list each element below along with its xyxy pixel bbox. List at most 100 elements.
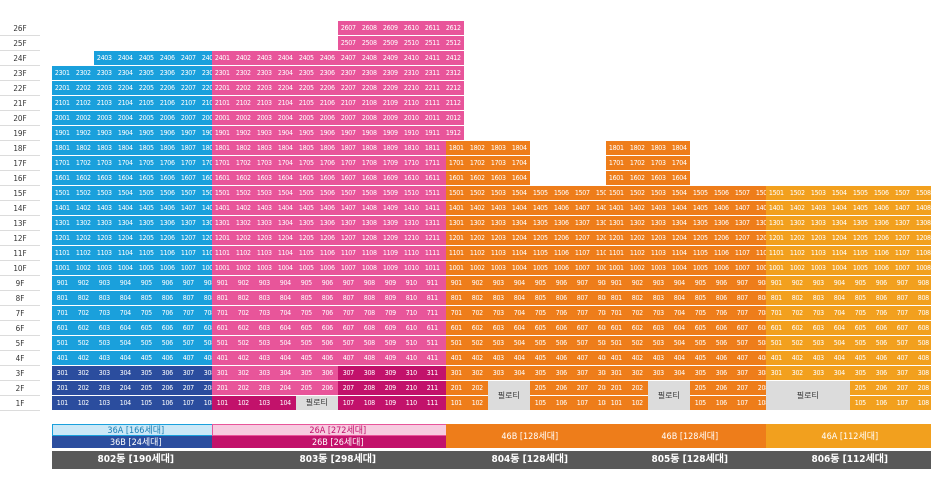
unit-cell[interactable]: 1103 [94, 246, 115, 260]
unit-cell[interactable]: 2204 [115, 81, 136, 95]
unit-cell[interactable]: 1306 [317, 216, 338, 230]
unit-cell[interactable]: 802 [233, 291, 254, 305]
unit-cell[interactable]: 806 [551, 291, 572, 305]
unit-cell[interactable]: 1201 [52, 231, 73, 245]
unit-cell[interactable]: 207 [338, 381, 359, 395]
unit-cell[interactable]: 2405 [136, 51, 157, 65]
unit-cell[interactable]: 1107 [178, 246, 199, 260]
unit-cell[interactable]: 1501 [766, 186, 787, 200]
unit-cell[interactable]: 1803 [94, 141, 115, 155]
unit-cell[interactable]: 1202 [627, 231, 648, 245]
unit-cell[interactable]: 1909 [380, 126, 401, 140]
unit-cell[interactable]: 1906 [157, 126, 178, 140]
unit-cell[interactable]: 1503 [808, 186, 829, 200]
unit-cell[interactable]: 1703 [254, 156, 275, 170]
unit-cell[interactable]: 710 [401, 306, 422, 320]
unit-cell[interactable]: 801 [606, 291, 627, 305]
unit-cell[interactable]: 805 [530, 291, 551, 305]
unit-cell[interactable]: 204 [115, 381, 136, 395]
unit-cell[interactable]: 101 [446, 396, 467, 410]
unit-cell[interactable]: 2409 [380, 51, 401, 65]
unit-cell[interactable]: 1910 [401, 126, 422, 140]
unit-cell[interactable]: 105 [690, 396, 711, 410]
unit-cell[interactable]: 907 [572, 276, 593, 290]
unit-cell[interactable]: 807 [572, 291, 593, 305]
unit-cell[interactable]: 307 [892, 366, 913, 380]
unit-cell[interactable]: 803 [94, 291, 115, 305]
unit-cell[interactable]: 604 [669, 321, 690, 335]
unit-cell[interactable]: 1701 [212, 156, 233, 170]
unit-cell[interactable]: 502 [467, 336, 488, 350]
unit-cell[interactable]: 704 [669, 306, 690, 320]
unit-cell[interactable]: 1406 [871, 201, 892, 215]
unit-cell[interactable]: 1703 [488, 156, 509, 170]
unit-cell[interactable]: 206 [551, 381, 572, 395]
unit-cell[interactable]: 2010 [401, 111, 422, 125]
unit-cell[interactable]: 808 [359, 291, 380, 305]
unit-cell[interactable]: 601 [212, 321, 233, 335]
unit-cell[interactable]: 2206 [317, 81, 338, 95]
unit-cell[interactable]: 1301 [606, 216, 627, 230]
unit-cell[interactable]: 1501 [606, 186, 627, 200]
unit-cell[interactable]: 903 [94, 276, 115, 290]
unit-cell[interactable]: 901 [606, 276, 627, 290]
unit-cell[interactable]: 1002 [233, 261, 254, 275]
unit-cell[interactable]: 1301 [212, 216, 233, 230]
unit-cell[interactable]: 805 [690, 291, 711, 305]
unit-cell[interactable]: 606 [317, 321, 338, 335]
unit-cell[interactable]: 502 [73, 336, 94, 350]
unit-cell[interactable]: 1204 [115, 231, 136, 245]
unit-cell[interactable]: 1305 [690, 216, 711, 230]
unit-cell[interactable]: 503 [254, 336, 275, 350]
unit-cell[interactable]: 2407 [338, 51, 359, 65]
unit-cell[interactable]: 201 [52, 381, 73, 395]
unit-cell[interactable]: 2509 [380, 36, 401, 50]
unit-cell[interactable]: 908 [359, 276, 380, 290]
unit-cell[interactable]: 609 [380, 321, 401, 335]
unit-cell[interactable]: 504 [829, 336, 850, 350]
unit-cell[interactable]: 508 [359, 336, 380, 350]
unit-cell[interactable]: 1006 [157, 261, 178, 275]
unit-cell[interactable]: 605 [136, 321, 157, 335]
unit-cell[interactable]: 805 [296, 291, 317, 305]
unit-cell[interactable]: 601 [446, 321, 467, 335]
unit-cell[interactable]: 1206 [711, 231, 732, 245]
unit-cell[interactable]: 1506 [317, 186, 338, 200]
unit-cell[interactable]: 1301 [766, 216, 787, 230]
unit-cell[interactable]: 603 [648, 321, 669, 335]
unit-cell[interactable]: 1206 [871, 231, 892, 245]
unit-cell[interactable]: 2402 [233, 51, 254, 65]
unit-cell[interactable]: 1604 [275, 171, 296, 185]
unit-cell[interactable]: 704 [115, 306, 136, 320]
unit-cell[interactable]: 407 [572, 351, 593, 365]
unit-cell[interactable]: 1302 [787, 216, 808, 230]
unit-cell[interactable]: 2104 [115, 96, 136, 110]
unit-cell[interactable]: 302 [233, 366, 254, 380]
unit-cell[interactable]: 2512 [443, 36, 464, 50]
unit-cell[interactable]: 806 [871, 291, 892, 305]
unit-cell[interactable]: 807 [338, 291, 359, 305]
unit-cell[interactable]: 208 [359, 381, 380, 395]
unit-cell[interactable]: 2407 [178, 51, 199, 65]
unit-cell[interactable]: 1004 [669, 261, 690, 275]
unit-cell[interactable]: 1505 [136, 186, 157, 200]
unit-cell[interactable]: 405 [530, 351, 551, 365]
unit-cell[interactable]: 802 [467, 291, 488, 305]
unit-cell[interactable]: 709 [380, 306, 401, 320]
unit-cell[interactable]: 1703 [648, 156, 669, 170]
unit-cell[interactable]: 701 [52, 306, 73, 320]
unit-cell[interactable]: 1307 [338, 216, 359, 230]
unit-cell[interactable]: 906 [317, 276, 338, 290]
unit-cell[interactable]: 303 [254, 366, 275, 380]
unit-cell[interactable]: 403 [648, 351, 669, 365]
unit-cell[interactable]: 1109 [380, 246, 401, 260]
unit-cell[interactable]: 707 [572, 306, 593, 320]
unit-cell[interactable]: 607 [572, 321, 593, 335]
unit-cell[interactable]: 1406 [711, 201, 732, 215]
unit-cell[interactable]: 407 [178, 351, 199, 365]
unit-cell[interactable]: 404 [275, 351, 296, 365]
unit-cell[interactable]: 907 [732, 276, 753, 290]
unit-cell[interactable]: 905 [690, 276, 711, 290]
unit-cell[interactable]: 810 [401, 291, 422, 305]
unit-cell[interactable]: 904 [509, 276, 530, 290]
